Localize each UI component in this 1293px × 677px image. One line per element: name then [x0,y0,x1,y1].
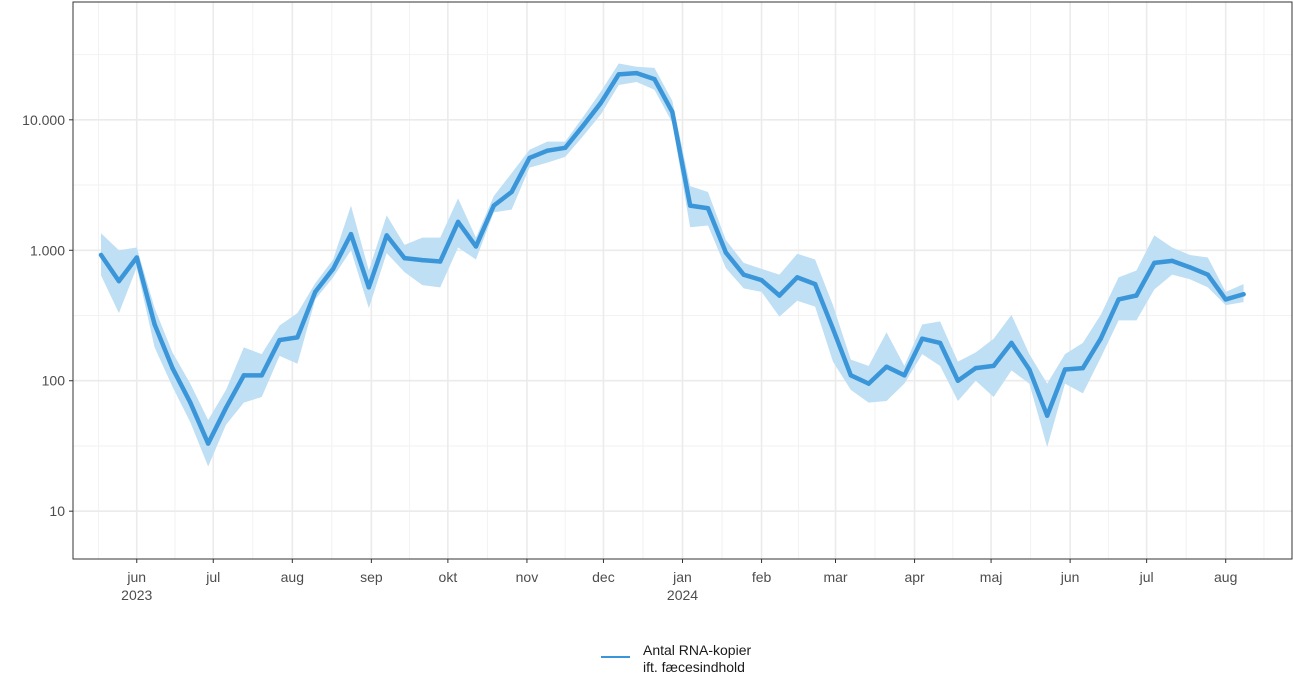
confidence-band [101,63,1244,467]
data-point [152,322,157,327]
data-point [1098,336,1103,341]
x-tick-label: jan [672,569,692,585]
x-axis: jun 2023 jul aug sep okt nov dec jan 2024 feb mar ap… [121,559,1237,603]
legend-label-line1: Antal RNA-kopier [643,642,751,658]
data-point [545,148,550,153]
data-point [759,277,764,283]
x-tick-label: apr [904,569,925,585]
legend: Antal RNA-kopier ift. fæcesindhold [601,642,751,675]
data-point [741,272,746,277]
x-tick-year-label: 2023 [121,587,152,603]
x-tick-label: jun [126,569,146,585]
data-point [580,123,586,128]
data-point [313,289,318,295]
data-point [1027,367,1032,372]
data-point [241,373,247,378]
x-tick-label: jul [205,569,220,585]
x-tick-label: aug [281,569,304,585]
x-tick-label: maj [980,569,1003,585]
data-point [170,365,175,371]
data-point [830,326,836,332]
data-point [902,373,907,378]
data-point [438,259,443,264]
data-point [955,378,961,383]
data-point [1062,367,1068,372]
data-point [777,293,782,298]
data-point [652,76,657,82]
data-point [848,373,854,378]
data-point [116,278,122,284]
x-tick-label: feb [752,569,772,585]
y-tick-label: 100 [42,373,66,389]
data-point [98,252,104,258]
y-tick-label: 10 [49,503,65,519]
series-line [98,70,1246,446]
legend-label-line2: ift. fæcesindhold [643,659,745,675]
y-axis: 10 100 1.000 10.000 [22,112,73,519]
data-point [598,100,604,106]
data-point [795,275,800,280]
x-tick-year-label: 2024 [667,587,698,603]
data-point [616,72,621,77]
data-point [509,189,514,195]
data-point [705,206,711,211]
data-point [366,285,372,290]
data-point [1205,272,1211,277]
data-point [562,145,568,151]
data-point [866,381,871,386]
data-point [402,255,407,261]
x-tick-label: okt [439,569,458,585]
data-point [277,337,282,343]
data-point [223,405,229,411]
data-point [527,155,532,161]
data-point [455,219,461,225]
confidence-band-area [101,63,1244,467]
data-point [1169,258,1175,264]
x-tick-label: dec [592,569,615,585]
data-point [205,441,211,446]
data-point [134,255,139,260]
data-point [295,335,300,340]
data-point [687,203,693,208]
data-point [1009,340,1014,346]
data-point [670,109,675,115]
data-point [491,203,496,208]
data-point [1187,265,1193,270]
x-tick-label: aug [1214,569,1237,585]
y-tick-label: 1.000 [30,242,65,258]
data-point [1044,413,1050,418]
data-point [473,244,479,249]
grid-lines [73,2,1292,559]
x-tick-label: nov [516,569,539,585]
data-point [1080,365,1086,371]
x-tick-label: jul [1139,569,1154,585]
x-tick-label: sep [360,569,383,585]
data-point [634,70,639,76]
data-point [812,281,818,287]
data-point [920,336,925,341]
x-tick-label: mar [823,569,847,585]
data-point [937,340,943,346]
data-point [188,400,193,405]
data-point [1241,292,1246,297]
data-point [973,365,978,371]
data-point [1223,297,1228,302]
data-point [330,266,336,272]
data-point [420,257,425,263]
x-tick-label: jun [1060,569,1080,585]
data-point [1152,260,1157,266]
data-point [991,363,996,369]
data-point [884,364,889,369]
y-tick-label: 10.000 [22,112,65,128]
data-point [1134,293,1139,298]
data-point [259,373,264,378]
data-point [348,231,354,237]
data-point [384,233,389,238]
data-point [1116,297,1121,302]
data-point [723,250,729,255]
